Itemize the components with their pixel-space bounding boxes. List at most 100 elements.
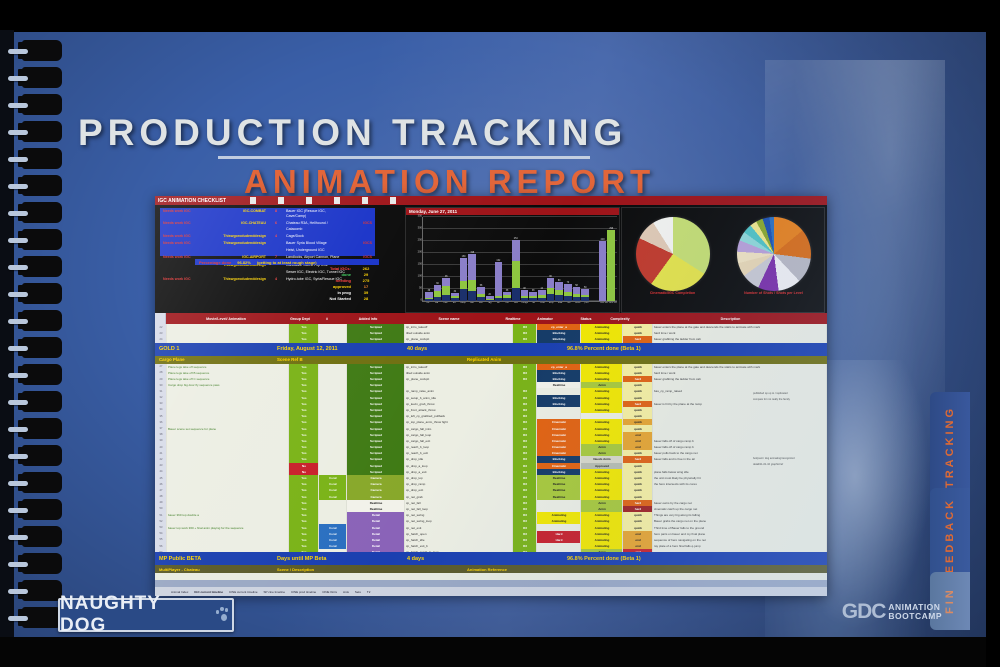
cell-group[interactable]: Yes [289, 382, 319, 389]
cell-added[interactable]: Scripted [347, 394, 405, 401]
row-gutter[interactable]: 54 [155, 530, 167, 537]
cell-status[interactable]: Animating [581, 543, 623, 550]
cell-animation-name[interactable] [167, 400, 289, 407]
cell-animation-name[interactable] [167, 505, 289, 513]
cell-number[interactable] [319, 450, 347, 457]
cell-status[interactable]: Animating [581, 375, 623, 383]
cell-realtime[interactable]: R3 [513, 394, 537, 401]
row-gutter[interactable]: 48 [155, 493, 167, 500]
cell-number[interactable] [319, 363, 347, 370]
row-gutter[interactable]: 39 [155, 437, 167, 444]
cell-status[interactable]: Animating [581, 536, 623, 543]
row-gutter[interactable]: 27 [155, 363, 167, 370]
cell-description[interactable]: bauer owns by the cargo net [653, 499, 827, 506]
cell-complexity[interactable]: end [623, 437, 653, 444]
row-gutter[interactable]: 41 [155, 450, 167, 457]
cell-scene-name[interactable]: cp_net_grab [405, 493, 513, 500]
cell-scene-name[interactable]: cp_left_cp_grabbed_pullback [405, 413, 513, 420]
cell-group[interactable]: Yes [289, 543, 319, 550]
row-gutter[interactable]: 51 [155, 512, 167, 519]
cell-animation-name[interactable] [167, 474, 289, 482]
cell-complexity[interactable]: quick [623, 394, 653, 401]
cell-animator[interactable]: Blocking [537, 456, 581, 463]
cell-animation-name[interactable] [167, 444, 289, 451]
cell-description[interactable]: the unit must likely be physically hit [653, 474, 827, 482]
cell-group[interactable]: Yes [289, 419, 319, 426]
cell-description[interactable] [653, 431, 827, 438]
cell-description[interactable] [653, 462, 827, 469]
cell-realtime[interactable]: R3 [513, 406, 537, 414]
cell-description[interactable]: the hero intersects with its cores [653, 481, 827, 488]
cell-realtime[interactable]: R3 [513, 336, 537, 343]
cell-animation-name[interactable] [167, 419, 289, 426]
cell-realtime[interactable]: R3 [513, 450, 537, 457]
cell-realtime[interactable]: R3 [513, 536, 537, 543]
table-row[interactable]: 27 Plane legs take off sequence Yes Scripte… [155, 363, 827, 370]
cell-realtime[interactable]: R3 [513, 524, 537, 531]
row-gutter[interactable]: 40 [155, 444, 167, 451]
table-body[interactable]: 27 Plane legs take off sequence Yes Scripte… [155, 363, 827, 556]
cell-description[interactable]: cinematic catch up the cargo net [653, 505, 827, 513]
cell-group[interactable]: Yes [289, 400, 319, 407]
cell-animation-name[interactable]: bauer top work 360 + final anim playing … [167, 524, 289, 531]
cell-added[interactable]: Scripted [347, 419, 405, 426]
cell-number[interactable] [319, 456, 347, 463]
cell-description[interactable] [653, 419, 827, 426]
cell-description[interactable]: bauer grabbing the ladder from cab [653, 375, 827, 383]
cell-realtime[interactable]: R3 [513, 499, 537, 506]
cell-animator[interactable]: cp_enter_a [537, 324, 581, 331]
sheet-tab[interactable]: IGC current timeline [194, 589, 224, 594]
table-row[interactable]: 47 Yes Detail Camera cp_drop_exit R3 Realtime A… [155, 487, 827, 494]
cell-scene-name[interactable]: cp_intro_takeoff [405, 324, 513, 331]
cell-complexity[interactable]: quick [623, 369, 653, 376]
cell-scene-name[interactable]: cp_ramp_raise_anim [405, 388, 513, 395]
cell-added[interactable]: Scripted [347, 375, 405, 383]
row-gutter[interactable]: 30 [155, 382, 167, 389]
cell-complexity[interactable]: quick [623, 512, 653, 519]
cell-description[interactable]: hero pairs on bauer and my final plane [653, 530, 827, 537]
cell-group[interactable]: Yes [289, 375, 319, 383]
table-row[interactable]: 36 Yes Scripted cp_top_plane_anim_throw fig… [155, 419, 827, 426]
cell-realtime[interactable]: R3 [513, 456, 537, 463]
cell-complexity[interactable]: quick [623, 481, 653, 488]
cell-animator[interactable] [537, 543, 581, 550]
cell-description[interactable]: bauer pulls back to the cargo net [653, 450, 827, 457]
cell-scene-name[interactable]: cp_net_fall [405, 499, 513, 506]
cell-scene-name[interactable]: cp_front_attack_throw [405, 406, 513, 414]
sheet-tab[interactable]: Sets [354, 589, 361, 594]
table-row[interactable]: 45 Yes Detail Camera cp_drop_top R3 Realtime An… [155, 474, 827, 482]
cell-complexity[interactable]: quick [623, 363, 653, 370]
table-row[interactable]: 22 Yes Scripted cp_intro_takeoff R3 cp_enter_… [155, 324, 827, 331]
table-row[interactable]: 43 No Scripted cp_drop_a_loop R3 Cinematic App… [155, 462, 827, 469]
cell-added[interactable]: Scripted [347, 413, 405, 420]
cell-animator[interactable] [537, 413, 581, 420]
cell-animation-name[interactable] [167, 499, 289, 506]
cell-complexity[interactable]: quick [623, 419, 653, 426]
cell-description[interactable] [653, 382, 827, 389]
cell-group[interactable]: Yes [289, 336, 319, 343]
cell-added[interactable]: Scripted [347, 425, 405, 432]
production-tracking-spreadsheet[interactable]: IGC ANIMATION CHECKLIST Needs work IGC IG… [155, 196, 827, 596]
cell-animator[interactable]: Realtime [537, 481, 581, 488]
cell-group[interactable]: Yes [289, 431, 319, 438]
row-gutter[interactable]: 29 [155, 375, 167, 383]
cell-realtime[interactable]: R3 [513, 530, 537, 537]
cell-group[interactable]: Yes [289, 444, 319, 451]
cell-group[interactable]: Yes [289, 524, 319, 531]
cell-number[interactable] [319, 444, 347, 451]
cell-added[interactable]: Scripted [347, 444, 405, 451]
cell-animator[interactable] [537, 406, 581, 414]
cell-complexity[interactable]: hard [623, 400, 653, 407]
column-header[interactable]: Complexity [610, 316, 630, 321]
cell-description[interactable]: bas_cp_ramp_raised [653, 388, 827, 395]
cell-group[interactable]: Yes [289, 493, 319, 500]
cell-complexity[interactable]: hard [623, 499, 653, 506]
cell-realtime[interactable]: R3 [513, 493, 537, 500]
cell-realtime[interactable]: R3 [513, 444, 537, 451]
formula-bar[interactable] [155, 580, 827, 587]
cell-animator[interactable]: Cinematic [537, 444, 581, 451]
cell-complexity[interactable]: quick [623, 425, 653, 432]
row-gutter[interactable]: 43 [155, 462, 167, 469]
cell-added[interactable]: Scripted [347, 431, 405, 438]
cell-description[interactable]: Bauer grabs the cargo net on the plane [653, 518, 827, 525]
